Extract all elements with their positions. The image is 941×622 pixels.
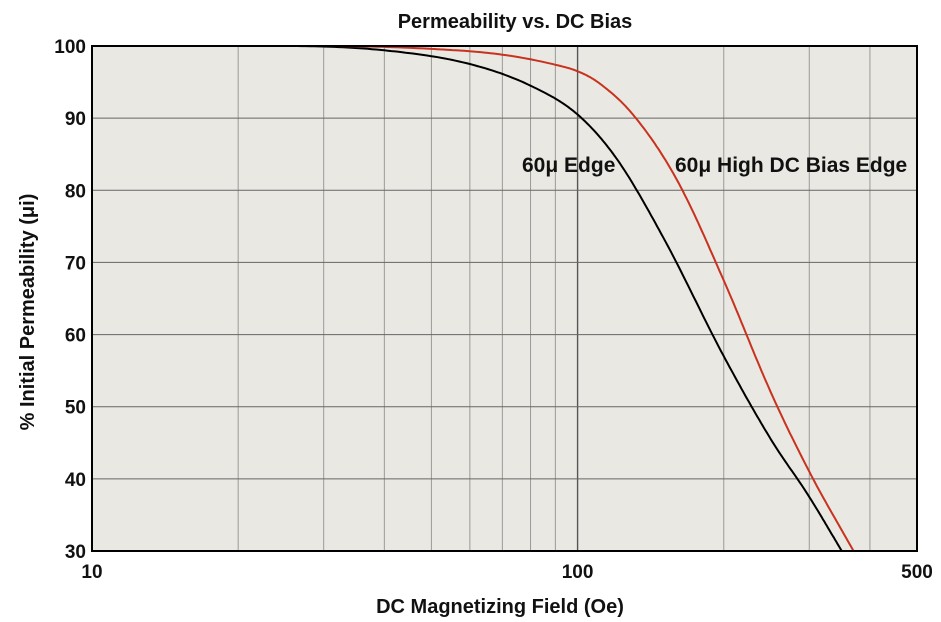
y-tick-label: 80 bbox=[65, 181, 86, 202]
y-tick-label: 40 bbox=[65, 470, 86, 491]
plot-frame bbox=[91, 45, 918, 552]
chart-title: Permeability vs. DC Bias bbox=[398, 11, 633, 33]
series-line-2 bbox=[92, 45, 855, 552]
y-tick-label: 50 bbox=[65, 398, 86, 419]
x-tick-label: 100 bbox=[562, 562, 594, 583]
series-labels: 60μ Edge 60μ High DC Bias Edge bbox=[522, 154, 907, 177]
series-label-1: 60μ Edge bbox=[522, 154, 615, 177]
series-line-1 bbox=[92, 45, 843, 552]
y-tick-label: 60 bbox=[65, 326, 86, 347]
x-tick-label: 10 bbox=[81, 562, 102, 583]
y-tick-label: 90 bbox=[65, 109, 86, 130]
x-axis-label: DC Magnetizing Field (Oe) bbox=[376, 596, 624, 618]
plot-area bbox=[92, 46, 917, 551]
y-tick-label: 30 bbox=[65, 542, 86, 563]
series-label-2: 60μ High DC Bias Edge bbox=[675, 154, 907, 177]
grid-lines bbox=[92, 46, 917, 551]
y-tick-label: 100 bbox=[54, 37, 86, 58]
x-tick-label: 500 bbox=[901, 562, 933, 583]
tick-labels: 30 40 50 60 70 80 90 100 10 100 500 bbox=[54, 37, 933, 583]
y-axis-label: % Initial Permeability (μi) bbox=[17, 194, 39, 431]
y-tick-label: 70 bbox=[65, 253, 86, 274]
series-layer bbox=[92, 45, 855, 552]
